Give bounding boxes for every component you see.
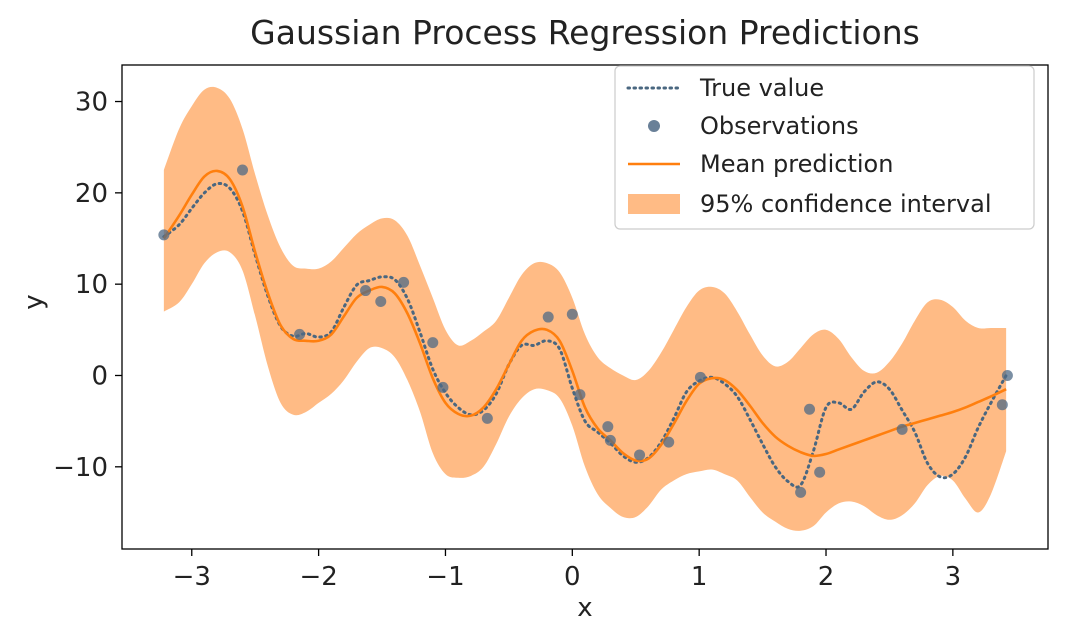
legend-observations-swatch — [648, 120, 660, 132]
x-axis-label: x — [577, 593, 592, 623]
observation-point — [804, 403, 816, 415]
legend-true-value-label: True value — [699, 74, 824, 102]
observation-point — [437, 381, 449, 393]
legend: True value Observations Mean prediction … — [614, 65, 1035, 230]
observation-point — [814, 466, 826, 478]
y-axis-ticks: −10 0 10 20 30 — [53, 88, 122, 483]
x-tick-label: 3 — [945, 562, 962, 592]
true-value-line — [162, 181, 1008, 489]
observation-point — [375, 296, 387, 308]
axes-frame — [121, 64, 1049, 550]
legend-observations-label: Observations — [700, 112, 859, 140]
legend-mean-prediction-label: Mean prediction — [700, 150, 893, 178]
observation-point — [896, 423, 908, 435]
observation-point — [1001, 369, 1013, 381]
observation-point — [481, 412, 493, 424]
observation-point — [398, 276, 410, 288]
x-axis-ticks: −3 −2 −1 0 1 2 3 — [173, 549, 962, 592]
observation-point — [604, 434, 616, 446]
mean-prediction-line — [162, 169, 1007, 463]
x-tick-label: 0 — [564, 562, 581, 592]
y-axis-label: y — [19, 294, 49, 309]
observation-point — [602, 421, 614, 433]
chart-title: Gaussian Process Regression Predictions — [250, 13, 920, 52]
x-tick-label: −2 — [299, 562, 337, 592]
observation-point — [694, 371, 706, 383]
y-tick-label: 0 — [91, 361, 108, 391]
y-tick-label: 10 — [75, 270, 108, 300]
observation-point — [663, 436, 675, 448]
x-tick-label: 1 — [691, 562, 708, 592]
observation-point — [237, 164, 249, 176]
x-tick-label: 2 — [818, 562, 835, 592]
observation-point — [294, 328, 306, 340]
observation-point — [634, 449, 646, 461]
legend-box — [614, 65, 1035, 230]
legend-confidence-swatch — [628, 194, 680, 214]
observation-points — [158, 164, 1013, 498]
x-tick-label: −3 — [173, 562, 211, 592]
observation-point — [360, 285, 372, 297]
y-tick-label: 20 — [75, 179, 108, 209]
observation-point — [158, 229, 170, 241]
observation-point — [795, 486, 807, 498]
x-tick-label: −1 — [426, 562, 464, 592]
legend-confidence-label: 95% confidence interval — [700, 190, 991, 218]
observation-point — [566, 308, 578, 320]
confidence-band — [163, 86, 1007, 531]
observation-point — [996, 399, 1008, 411]
y-tick-label: −10 — [53, 453, 108, 483]
y-tick-label: 30 — [75, 88, 108, 118]
plot-area — [158, 86, 1013, 531]
observation-point — [574, 389, 586, 401]
observation-point — [427, 337, 439, 349]
observation-point — [542, 311, 554, 323]
